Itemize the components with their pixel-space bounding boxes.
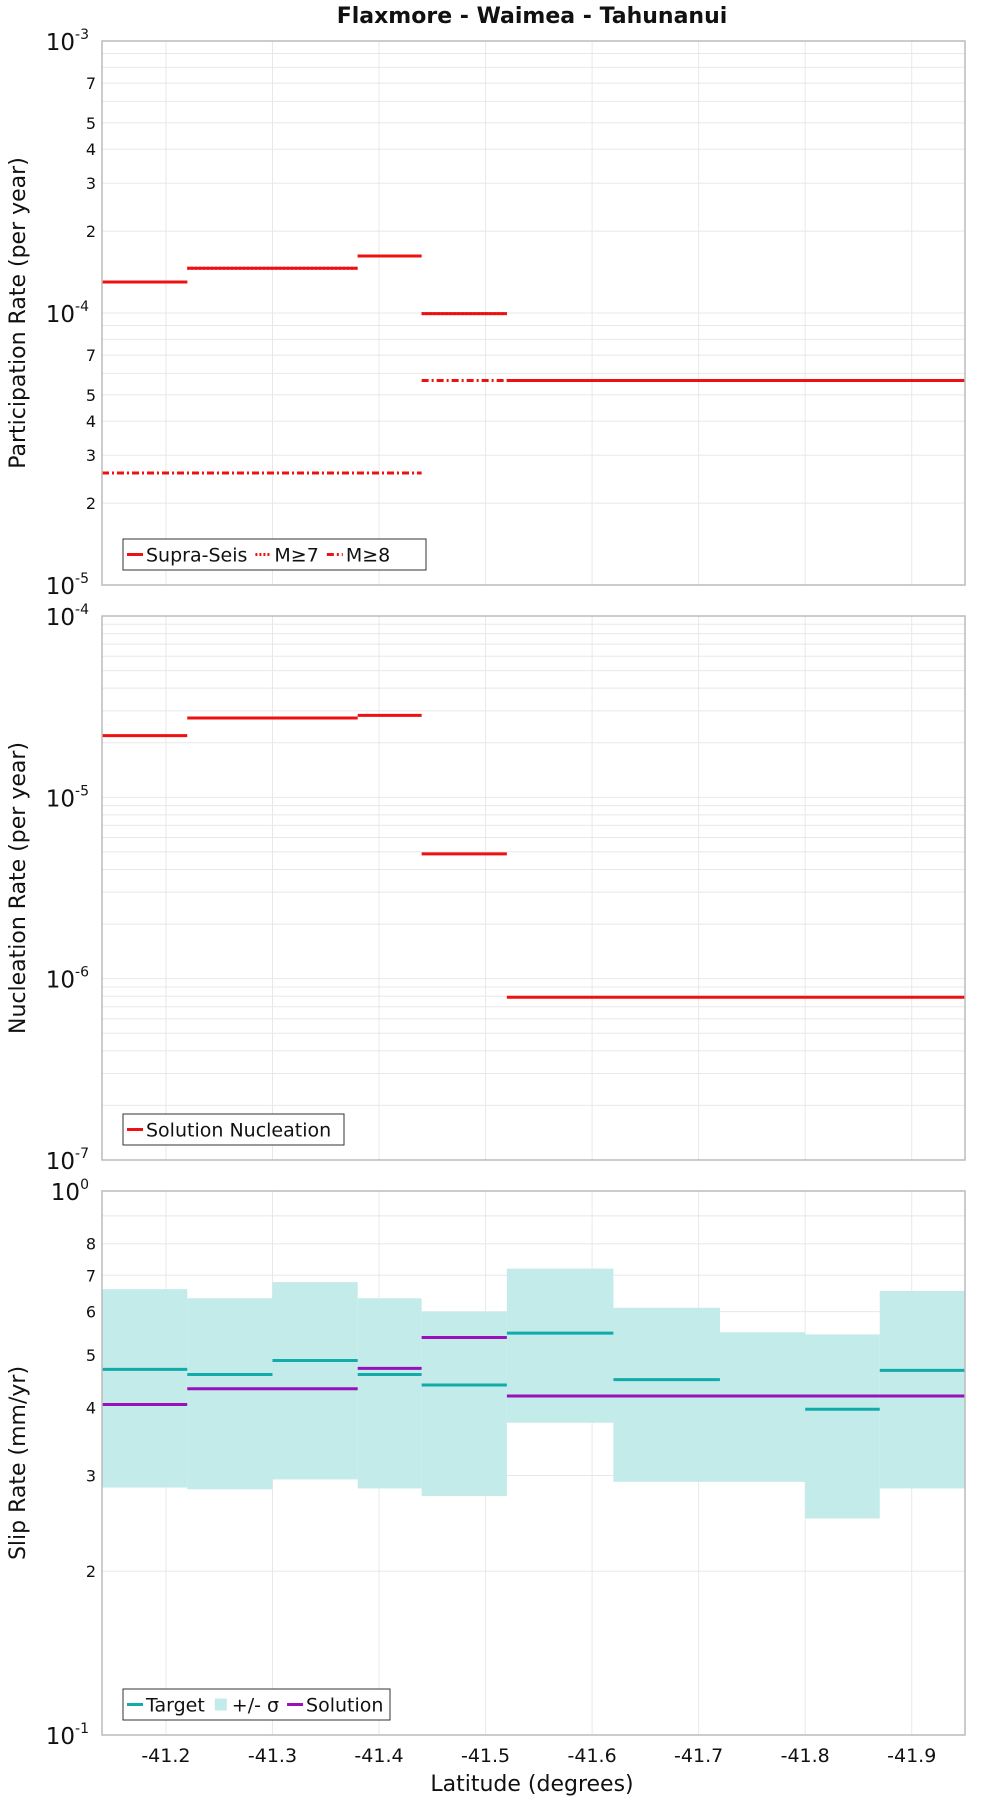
sigma-band-segment <box>187 1298 273 1490</box>
x-axis-label: Latitude (degrees) <box>430 1772 633 1797</box>
y-tick-label: 10-7 <box>46 1146 89 1175</box>
y-tick-exponent: -5 <box>75 571 89 587</box>
sigma-band-segment <box>506 1268 614 1423</box>
y-axis-label: Slip Rate (mm/yr) <box>6 1366 31 1560</box>
x-tick-label: -41.6 <box>568 1745 617 1767</box>
y-axis-label: Participation Rate (per year) <box>6 157 31 469</box>
y-minor-tick-label: 5 <box>86 1346 96 1365</box>
x-tick-label: -41.5 <box>461 1745 510 1767</box>
legend: Target +/- σ Solution <box>122 1688 391 1721</box>
y-minor-tick-label: 5 <box>86 386 96 405</box>
y-tick-base: 10 <box>46 1149 75 1175</box>
y-tick-exponent: -7 <box>75 1146 89 1162</box>
sigma-band-segment <box>805 1334 880 1519</box>
x-tick-label: -41.7 <box>674 1745 723 1767</box>
plot-frame <box>101 615 966 1161</box>
y-minor-tick-label: 7 <box>86 346 96 365</box>
sigma-band-segment <box>879 1290 965 1489</box>
sigma-band-segment <box>102 1289 188 1488</box>
y-minor-tick-label: 7 <box>86 1266 96 1285</box>
legend-box <box>122 1688 391 1721</box>
y-tick-base: 10 <box>46 968 75 994</box>
legend-label: M≥7 <box>274 545 318 567</box>
sigma-band-segment <box>719 1332 806 1482</box>
plot-frame <box>101 1190 966 1736</box>
y-tick-exponent: -4 <box>75 602 89 618</box>
y-tick-base: 10 <box>51 1180 80 1206</box>
y-tick-exponent: -3 <box>75 27 89 43</box>
y-tick-exponent: -6 <box>75 965 89 981</box>
plot-area <box>102 616 965 1160</box>
y-minor-tick-label: 2 <box>86 494 96 513</box>
y-tick-label: 100 <box>51 1177 89 1206</box>
y-tick-base: 10 <box>46 30 75 56</box>
y-axis-label: Nucleation Rate (per year) <box>6 742 31 1034</box>
y-minor-tick-label: 7 <box>86 74 96 93</box>
y-tick-label: 10-5 <box>46 783 89 812</box>
x-tick-label: -41.2 <box>141 1745 190 1767</box>
y-tick-base: 10 <box>46 302 75 328</box>
sigma-band-segment <box>421 1311 507 1497</box>
y-minor-tick-label: 2 <box>86 1562 96 1581</box>
sigma-band-segment <box>272 1282 358 1480</box>
y-tick-base: 10 <box>46 1724 75 1750</box>
y-tick-label: 10-4 <box>46 602 89 631</box>
y-tick-exponent: 0 <box>80 1177 89 1193</box>
y-minor-tick-label: 3 <box>86 446 96 465</box>
x-tick-label: -41.3 <box>248 1745 297 1767</box>
legend: Supra-Seis M≥7 M≥8 <box>122 538 427 571</box>
x-tick-label: -41.4 <box>354 1745 403 1767</box>
y-tick-base: 10 <box>46 605 75 631</box>
legend-label: +/- σ <box>232 1695 279 1717</box>
legend-label: Supra-Seis <box>146 545 247 567</box>
y-tick-label: 10-6 <box>46 965 89 994</box>
y-tick-label: 10-5 <box>46 571 89 600</box>
y-minor-tick-label: 5 <box>86 114 96 133</box>
plot-frame <box>101 40 966 586</box>
x-tick-label: -41.9 <box>887 1745 936 1767</box>
y-tick-label: 10-1 <box>46 1721 89 1750</box>
y-minor-tick-label: 3 <box>86 174 96 193</box>
y-tick-label: 10-4 <box>46 299 89 328</box>
legend-label: M≥8 <box>346 545 390 567</box>
legend-label: Solution Nucleation <box>146 1120 331 1142</box>
legend: Solution Nucleation <box>122 1113 345 1146</box>
legend-label: Solution <box>306 1695 383 1717</box>
y-tick-base: 10 <box>46 574 75 600</box>
chart-title: Flaxmore - Waimea - Tahunanui <box>337 4 728 29</box>
y-minor-tick-label: 4 <box>86 140 96 159</box>
y-tick-exponent: -1 <box>75 1721 89 1737</box>
y-minor-tick-label: 2 <box>86 222 96 241</box>
x-tick-label: -41.8 <box>781 1745 830 1767</box>
y-tick-base: 10 <box>46 786 75 812</box>
legend-box <box>122 538 427 571</box>
y-minor-tick-label: 6 <box>86 1303 96 1322</box>
legend-label: Target <box>145 1695 205 1717</box>
y-minor-tick-label: 8 <box>86 1235 96 1254</box>
sigma-band-segment <box>357 1298 422 1489</box>
legend-swatch <box>214 1698 227 1711</box>
y-tick-label: 10-3 <box>46 27 89 56</box>
y-tick-exponent: -4 <box>75 299 89 315</box>
y-minor-tick-label: 4 <box>86 1398 96 1417</box>
y-minor-tick-label: 4 <box>86 412 96 431</box>
y-tick-exponent: -5 <box>75 783 89 799</box>
y-minor-tick-label: 3 <box>86 1466 96 1485</box>
legend-box <box>122 1113 345 1146</box>
